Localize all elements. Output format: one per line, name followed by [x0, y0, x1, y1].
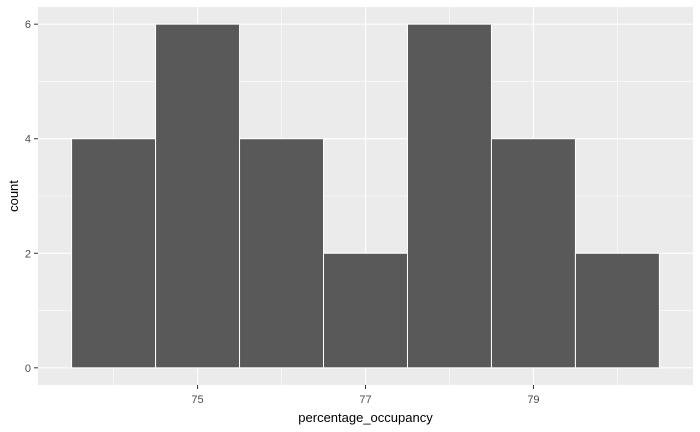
- histogram-bar: [574, 252, 660, 369]
- histogram-bar: [155, 23, 241, 369]
- histogram-bar: [323, 252, 408, 369]
- y-tick-label: 4: [25, 134, 31, 146]
- x-axis-title: percentage_occupancy: [298, 410, 433, 425]
- axis-ticks: 75 77 79 0 2 4 6: [25, 19, 540, 406]
- y-tick-label: 0: [25, 363, 31, 375]
- y-tick-label: 6: [25, 19, 31, 31]
- histogram-bar: [239, 138, 325, 369]
- histogram-bar: [490, 138, 576, 369]
- x-tick-label: 79: [527, 394, 539, 406]
- x-tick-label: 77: [359, 394, 371, 406]
- histogram-bars: [71, 23, 660, 369]
- y-tick-label: 2: [25, 248, 31, 260]
- x-tick-label: 75: [191, 394, 203, 406]
- y-axis-title: count: [6, 180, 21, 212]
- histogram-bar: [406, 23, 492, 369]
- histogram-bar: [71, 138, 157, 369]
